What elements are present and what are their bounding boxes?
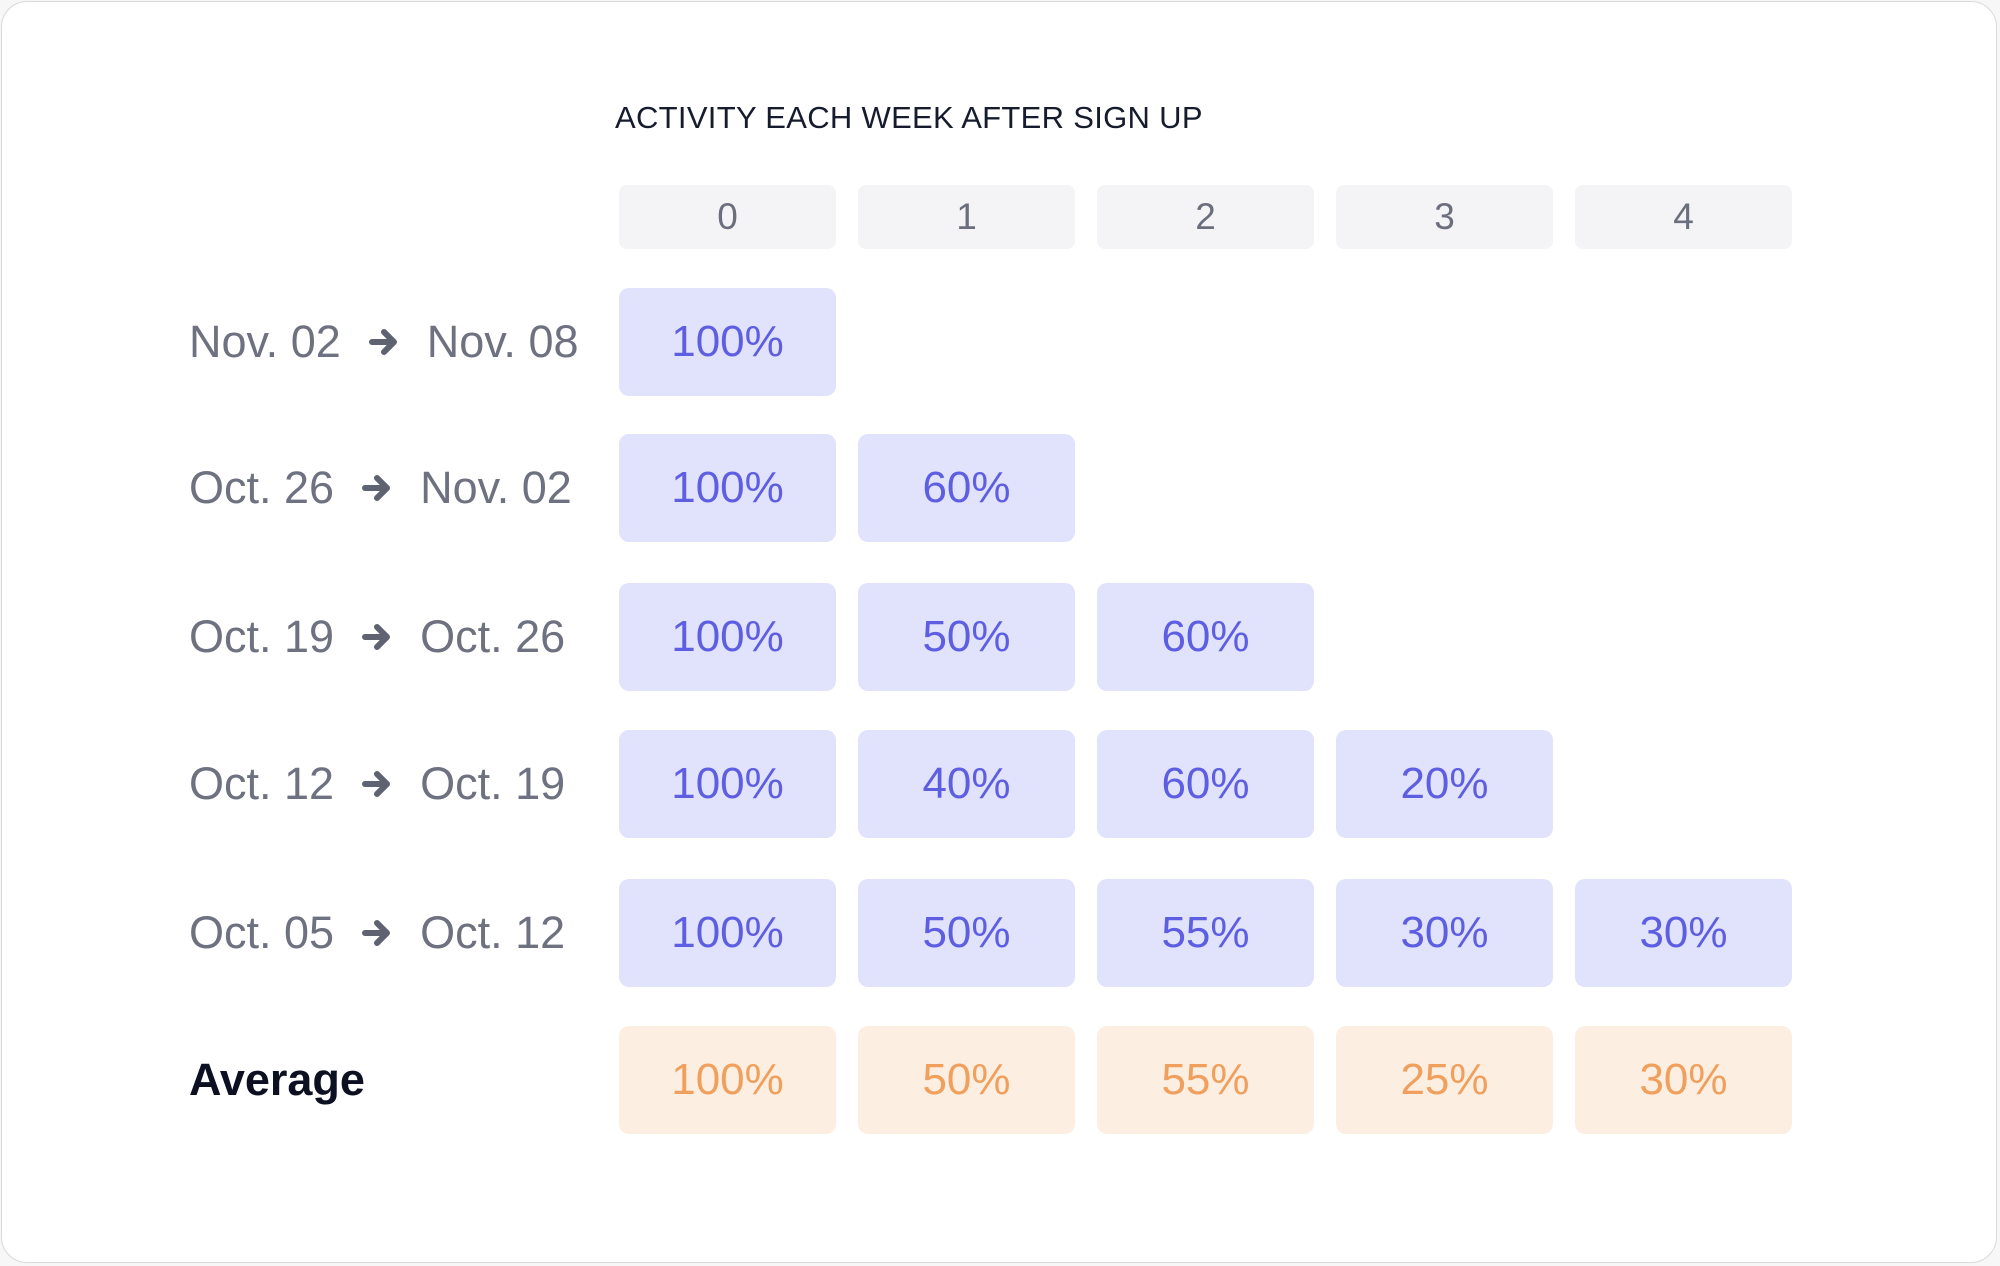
- average-row-label: Average: [189, 1054, 365, 1105]
- cohort-end-date: Nov. 02: [420, 462, 572, 513]
- retention-cell: 30%: [1575, 879, 1792, 987]
- retention-cell: 100%: [619, 288, 836, 396]
- retention-cell: 30%: [1336, 879, 1553, 987]
- chart-title: ACTIVITY EACH WEEK AFTER SIGN UP: [615, 100, 1203, 135]
- retention-cell: 100%: [619, 730, 836, 838]
- average-cell: 25%: [1336, 1026, 1553, 1134]
- cohort-row-label: Oct. 26 Nov. 02: [189, 434, 572, 542]
- arrow-right-icon: [362, 920, 391, 946]
- cohort-row-label: Nov. 02 Nov. 08: [189, 288, 579, 396]
- average-cell: 55%: [1097, 1026, 1314, 1134]
- arrow-right-icon: [362, 624, 391, 650]
- cohort-row-label: Oct. 12 Oct. 19: [189, 730, 565, 838]
- week-header-1: 1: [858, 185, 1075, 249]
- arrow-right-icon: [368, 329, 397, 355]
- retention-cell: 55%: [1097, 879, 1314, 987]
- cohort-start-date: Nov. 02: [189, 316, 341, 367]
- cohort-end-date: Oct. 12: [420, 907, 566, 958]
- retention-cell: 100%: [619, 434, 836, 542]
- cohort-row-label: Oct. 05 Oct. 12: [189, 879, 565, 987]
- cohort-start-date: Oct. 12: [189, 758, 335, 809]
- retention-cell: 100%: [619, 879, 836, 987]
- average-cell: 50%: [858, 1026, 1075, 1134]
- cohort-start-date: Oct. 05: [189, 907, 335, 958]
- week-header-0: 0: [619, 185, 836, 249]
- week-header-3: 3: [1336, 185, 1553, 249]
- average-cell: 100%: [619, 1026, 836, 1134]
- retention-cell: 60%: [1097, 730, 1314, 838]
- retention-cell: 20%: [1336, 730, 1553, 838]
- cohort-start-date: Oct. 19: [189, 611, 335, 662]
- arrow-right-icon: [362, 771, 391, 797]
- retention-cell: 60%: [858, 434, 1075, 542]
- cohort-end-date: Oct. 26: [420, 611, 566, 662]
- cohort-row-label: Oct. 19 Oct. 26: [189, 583, 565, 691]
- cohort-end-date: Oct. 19: [420, 758, 566, 809]
- week-header-4: 4: [1575, 185, 1792, 249]
- average-cell: 30%: [1575, 1026, 1792, 1134]
- retention-cell: 100%: [619, 583, 836, 691]
- arrow-right-icon: [362, 475, 391, 501]
- retention-cell: 50%: [858, 879, 1075, 987]
- cohort-end-date: Nov. 08: [426, 316, 579, 367]
- retention-cell: 40%: [858, 730, 1075, 838]
- retention-cell: 60%: [1097, 583, 1314, 691]
- cohort-start-date: Oct. 26: [189, 462, 335, 513]
- week-header-2: 2: [1097, 185, 1314, 249]
- retention-cell: 50%: [858, 583, 1075, 691]
